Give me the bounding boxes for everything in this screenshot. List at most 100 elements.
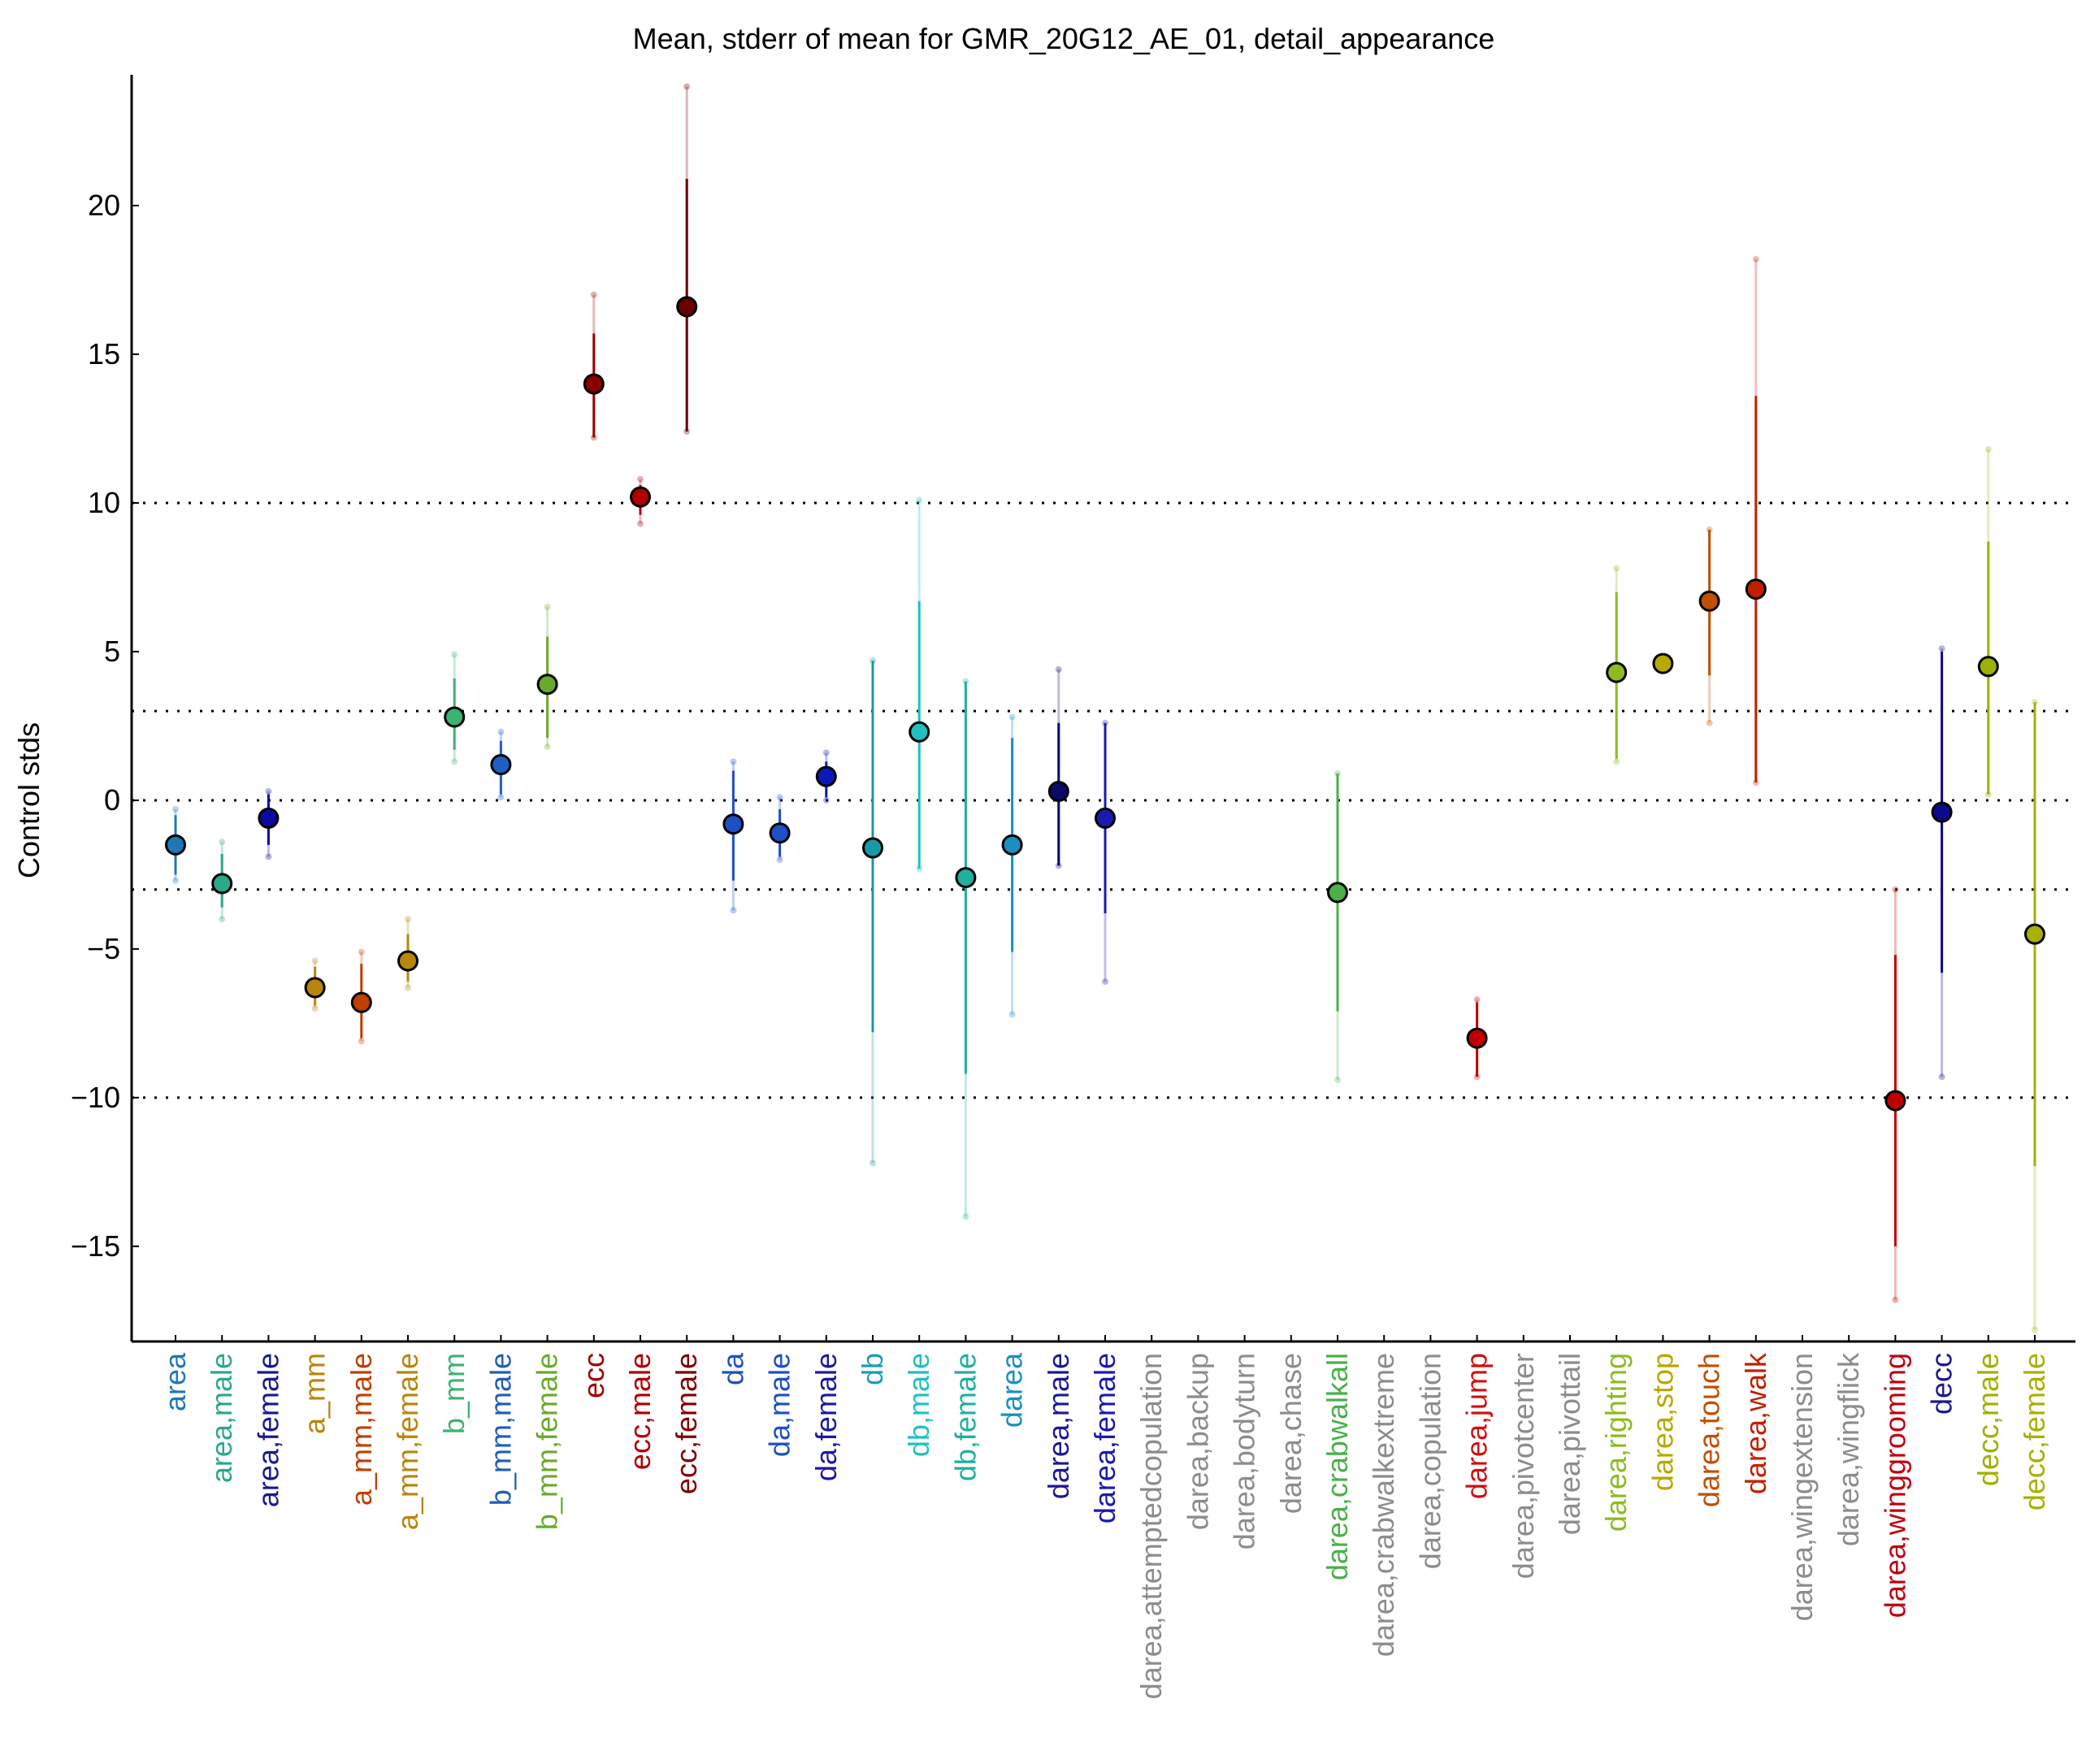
mean-point <box>815 765 837 787</box>
mean-point <box>536 674 558 696</box>
range-end-dot <box>265 787 272 795</box>
y-tick-label: 5 <box>104 635 120 668</box>
range-end-dot <box>1938 645 1945 652</box>
mean-point <box>583 373 605 395</box>
mean-point <box>1977 656 1999 678</box>
range-end-dot <box>637 475 644 483</box>
range-end-dot <box>358 1038 365 1045</box>
x-tick-label: db <box>856 1353 889 1385</box>
range-end-dot <box>1892 1296 1899 1303</box>
y-tick-label: −15 <box>71 1229 120 1263</box>
range-end-dot <box>265 853 272 860</box>
x-ticks: area area,male area,female a_mm a_mm,male a_m… <box>158 1335 2051 1699</box>
range-end-dot <box>1938 1073 1945 1081</box>
y-tick-label: 0 <box>104 783 120 817</box>
range-end-dot <box>1102 978 1108 986</box>
mean-point <box>1606 661 1628 683</box>
chart-title: Mean, stderr of mean for GMR_20G12_AE_01… <box>633 22 1495 55</box>
axes <box>130 75 2075 1343</box>
range-end-dot <box>962 1213 969 1220</box>
mean-point <box>769 822 791 844</box>
x-tick-label: b_mm,male <box>484 1353 517 1506</box>
x-tick-label: darea,righting <box>1599 1353 1633 1532</box>
mean-point <box>1327 882 1348 904</box>
range-end-dot <box>219 839 226 846</box>
range-end-dot <box>776 794 783 801</box>
range-end-dot <box>1613 758 1620 765</box>
y-tick-label: −5 <box>87 932 120 965</box>
reference-lines <box>132 501 2075 1099</box>
x-tick-label: darea,touch <box>1693 1353 1726 1507</box>
x-tick-label: darea,attemptedcopulation <box>1134 1353 1168 1699</box>
x-tick-label: darea,pivotcenter <box>1507 1353 1540 1579</box>
range-end-dot <box>1055 665 1062 673</box>
x-tick-label: area,male <box>205 1353 238 1483</box>
range-end-dot <box>822 749 830 756</box>
range-end-dot <box>1752 255 1759 262</box>
range-end-dot <box>683 83 691 90</box>
mean-point <box>630 486 651 508</box>
x-tick-label: b_mm,female <box>531 1353 564 1530</box>
x-tick-label: decc,female <box>2018 1353 2051 1510</box>
x-tick-label: darea,bodyturn <box>1228 1353 1261 1549</box>
range-end-dot <box>822 796 830 804</box>
range-end-dot <box>1613 565 1620 572</box>
x-tick-label: darea,crabwalkextreme <box>1367 1353 1400 1657</box>
range-end-dot <box>1008 713 1016 721</box>
range-end-dot <box>405 916 411 923</box>
range-end-dot <box>219 916 226 923</box>
y-tick-label: 15 <box>88 337 120 371</box>
x-tick-label: area <box>158 1352 192 1411</box>
x-tick-label: ecc,male <box>623 1353 657 1470</box>
x-tick-label: darea,female <box>1088 1353 1121 1523</box>
x-tick-label: a_mm,female <box>391 1353 424 1530</box>
x-tick-label: db,male <box>902 1353 935 1457</box>
range-end-dot <box>590 291 597 298</box>
x-tick-label: a_mm <box>298 1353 332 1434</box>
mean-point <box>862 837 883 859</box>
x-tick-label: da <box>716 1352 749 1385</box>
y-ticks: 20 15 10 5 0 −5 −10 −15 <box>71 189 139 1263</box>
x-tick-label: darea,chase <box>1274 1353 1308 1514</box>
x-tick-label: darea,copulation <box>1413 1353 1446 1569</box>
range-end-dot <box>172 805 179 813</box>
mean-markers <box>165 296 2045 1112</box>
y-tick-label: 20 <box>88 189 120 222</box>
x-tick-label: da,male <box>763 1353 796 1457</box>
mean-point <box>955 867 977 889</box>
x-tick-label: b_mm <box>437 1353 471 1434</box>
x-tick-label: darea,walk <box>1739 1352 1772 1494</box>
mean-point <box>1466 1027 1488 1049</box>
x-tick-label: darea <box>995 1352 1029 1428</box>
y-tick-label: −10 <box>71 1081 120 1114</box>
range-end-dot <box>1892 886 1899 893</box>
x-tick-label: area,female <box>251 1353 284 1507</box>
mean-point <box>2024 923 2045 945</box>
x-tick-label: da,female <box>809 1353 843 1481</box>
mean-point <box>909 721 930 743</box>
x-tick-label: ecc <box>577 1353 610 1398</box>
mean-point <box>1001 834 1023 856</box>
y-tick-label: 10 <box>88 486 120 519</box>
mean-point <box>211 873 233 895</box>
mean-point <box>397 950 419 972</box>
range-end-dot <box>497 728 505 735</box>
range-end-dot <box>311 1005 319 1012</box>
range-end-dot <box>637 520 644 527</box>
range-end-dot <box>1473 996 1481 1003</box>
mean-point <box>722 813 744 835</box>
x-tick-label: darea,jump <box>1460 1353 1494 1499</box>
range-end-dot <box>497 794 505 801</box>
range-end-dot <box>730 758 737 765</box>
range-end-dot <box>451 758 458 765</box>
x-tick-label: darea,wingextension <box>1785 1353 1819 1621</box>
range-end-dot <box>776 856 783 864</box>
mean-point <box>444 706 466 728</box>
x-tick-label: decc,male <box>1971 1353 2005 1486</box>
x-tick-label: darea,stop <box>1646 1353 1679 1491</box>
mean-point <box>258 807 280 829</box>
mean-point <box>1698 590 1720 612</box>
range-end-dot <box>870 1159 876 1167</box>
